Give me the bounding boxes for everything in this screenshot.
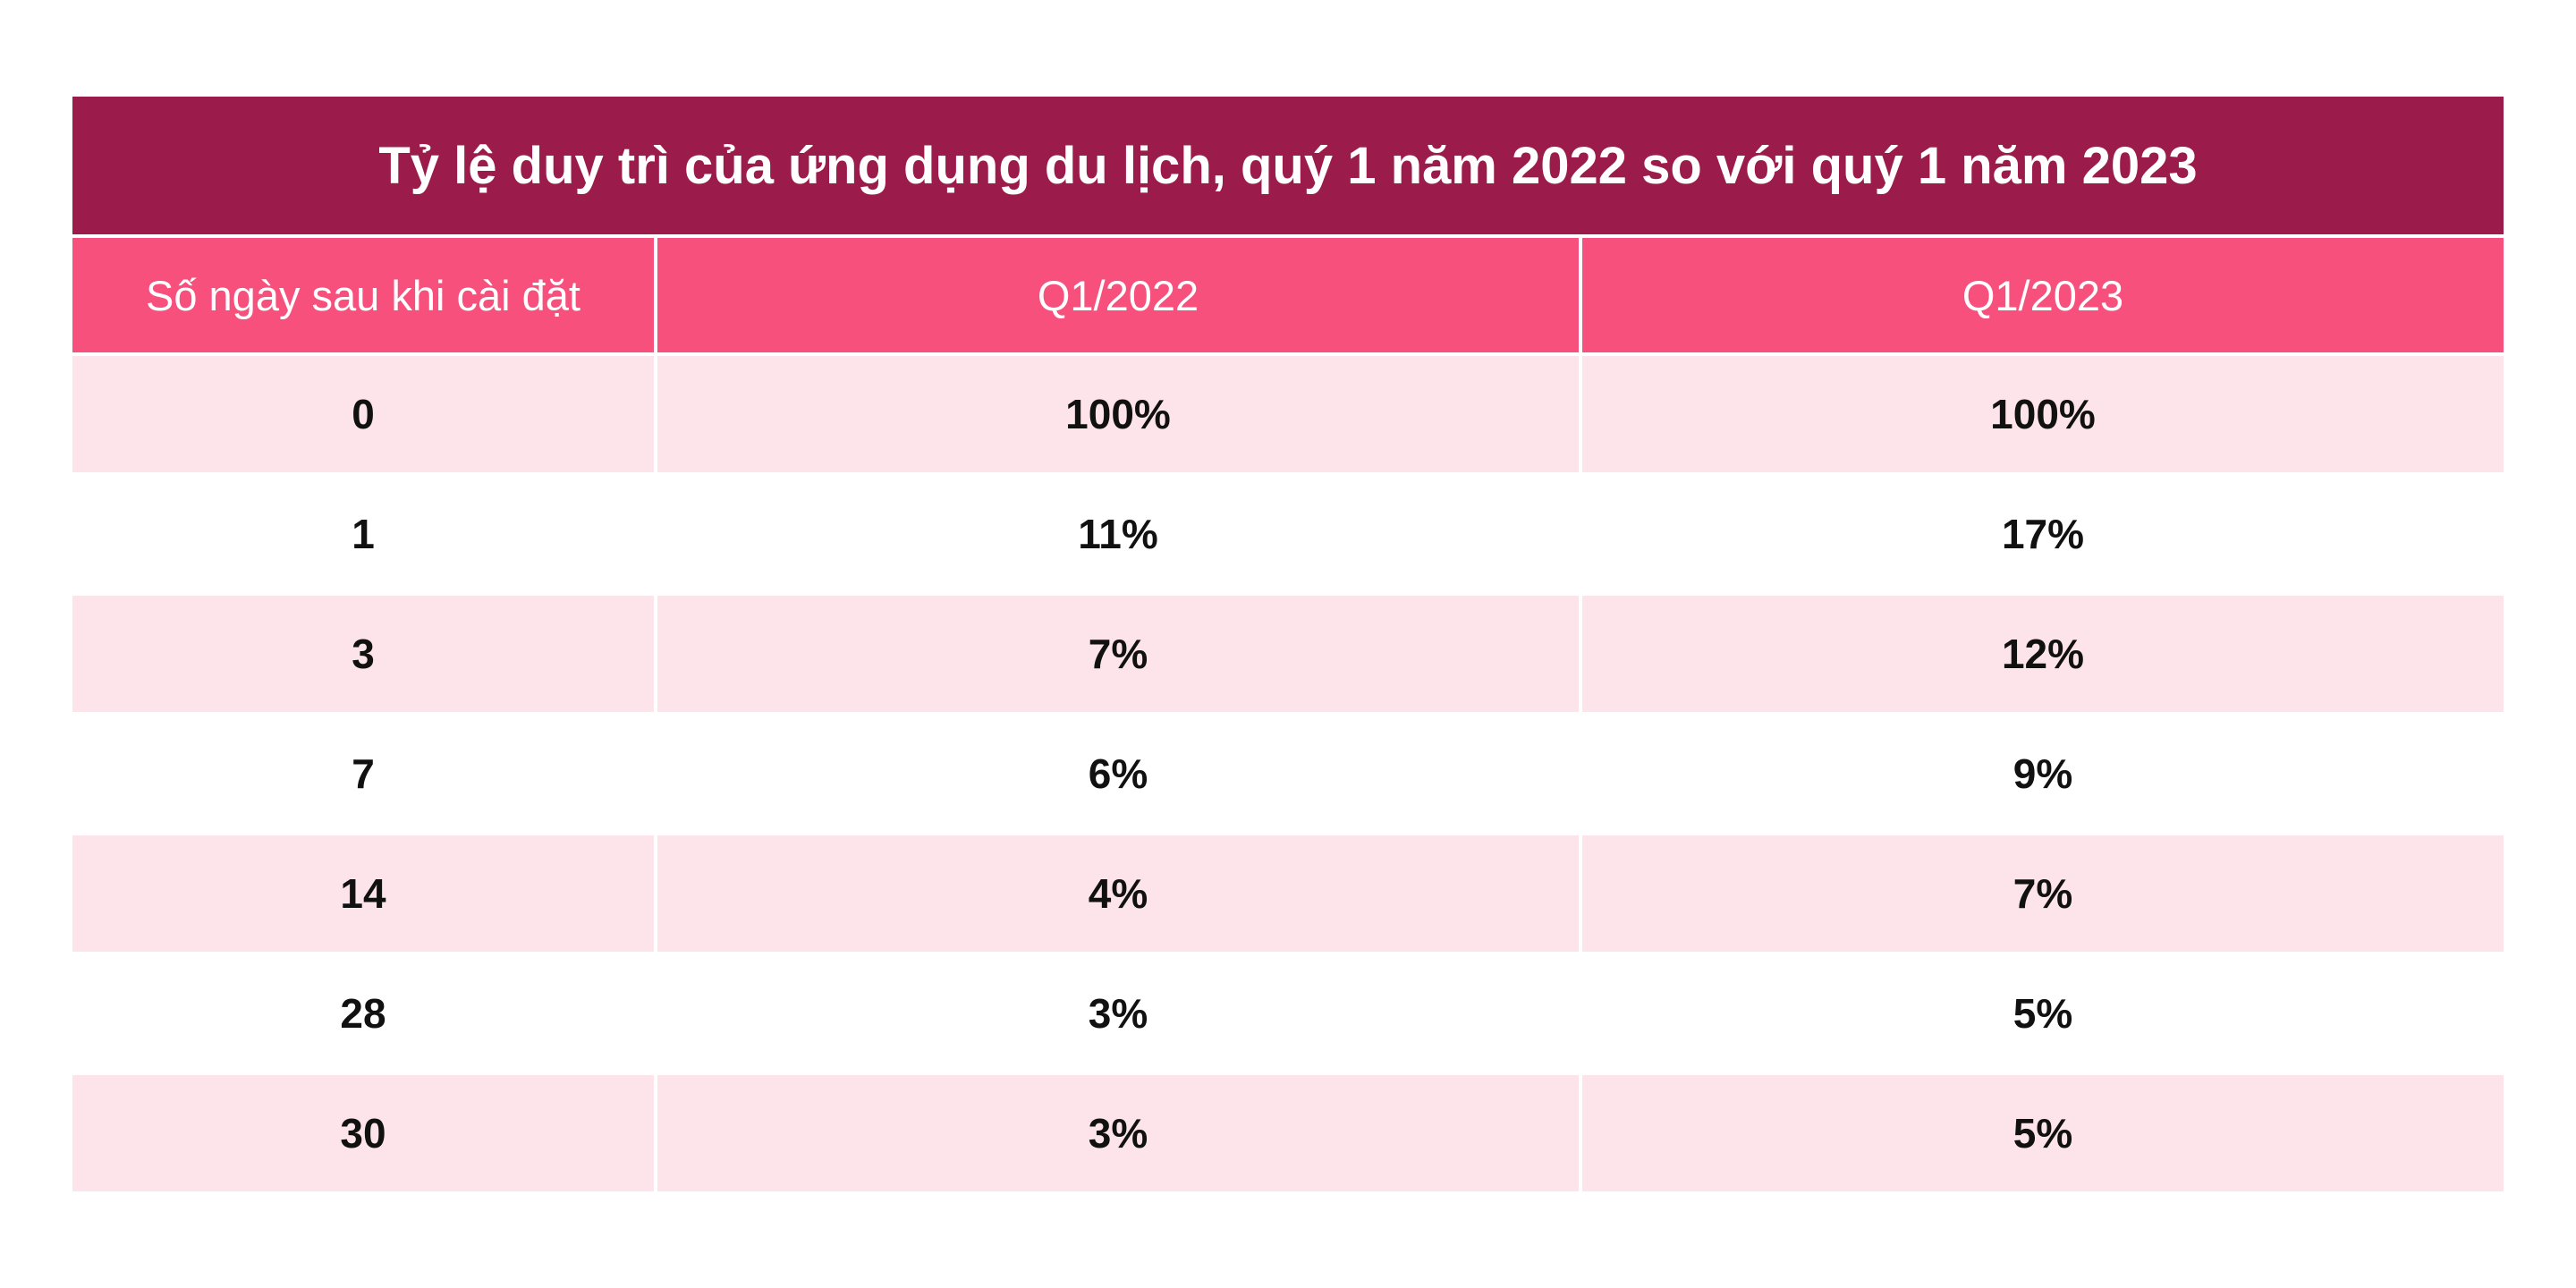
cell-q1-2022: 6% bbox=[657, 716, 1579, 832]
cell-q1-2022: 4% bbox=[657, 835, 1579, 952]
table-row: 14 4% 7% bbox=[72, 835, 2504, 952]
cell-days: 28 bbox=[72, 955, 654, 1072]
cell-q1-2023: 5% bbox=[1582, 1075, 2504, 1191]
table-body: 0 100% 100% 1 11% 17% 3 7% 12% 7 6% 9% 1… bbox=[72, 356, 2504, 1191]
cell-q1-2023: 17% bbox=[1582, 476, 2504, 592]
cell-days: 30 bbox=[72, 1075, 654, 1191]
cell-q1-2022: 7% bbox=[657, 596, 1579, 712]
cell-days: 3 bbox=[72, 596, 654, 712]
retention-table: Tỷ lệ duy trì của ứng dụng du lịch, quý … bbox=[69, 93, 2507, 1195]
cell-q1-2023: 5% bbox=[1582, 955, 2504, 1072]
table-row: 3 7% 12% bbox=[72, 596, 2504, 712]
cell-days: 0 bbox=[72, 356, 654, 472]
cell-q1-2023: 9% bbox=[1582, 716, 2504, 832]
column-header-days: Số ngày sau khi cài đặt bbox=[72, 238, 654, 352]
table-row: 0 100% 100% bbox=[72, 356, 2504, 472]
cell-q1-2023: 100% bbox=[1582, 356, 2504, 472]
cell-q1-2022: 3% bbox=[657, 1075, 1579, 1191]
table-row: 28 3% 5% bbox=[72, 955, 2504, 1072]
column-header-q1-2022: Q1/2022 bbox=[657, 238, 1579, 352]
cell-q1-2022: 100% bbox=[657, 356, 1579, 472]
cell-q1-2022: 11% bbox=[657, 476, 1579, 592]
table-row: 7 6% 9% bbox=[72, 716, 2504, 832]
cell-q1-2023: 7% bbox=[1582, 835, 2504, 952]
cell-days: 7 bbox=[72, 716, 654, 832]
column-header-q1-2023: Q1/2023 bbox=[1582, 238, 2504, 352]
table-title: Tỷ lệ duy trì của ứng dụng du lịch, quý … bbox=[72, 97, 2504, 234]
cell-days: 14 bbox=[72, 835, 654, 952]
cell-q1-2022: 3% bbox=[657, 955, 1579, 1072]
table-row: 30 3% 5% bbox=[72, 1075, 2504, 1191]
cell-q1-2023: 12% bbox=[1582, 596, 2504, 712]
cell-days: 1 bbox=[72, 476, 654, 592]
table-row: 1 11% 17% bbox=[72, 476, 2504, 592]
